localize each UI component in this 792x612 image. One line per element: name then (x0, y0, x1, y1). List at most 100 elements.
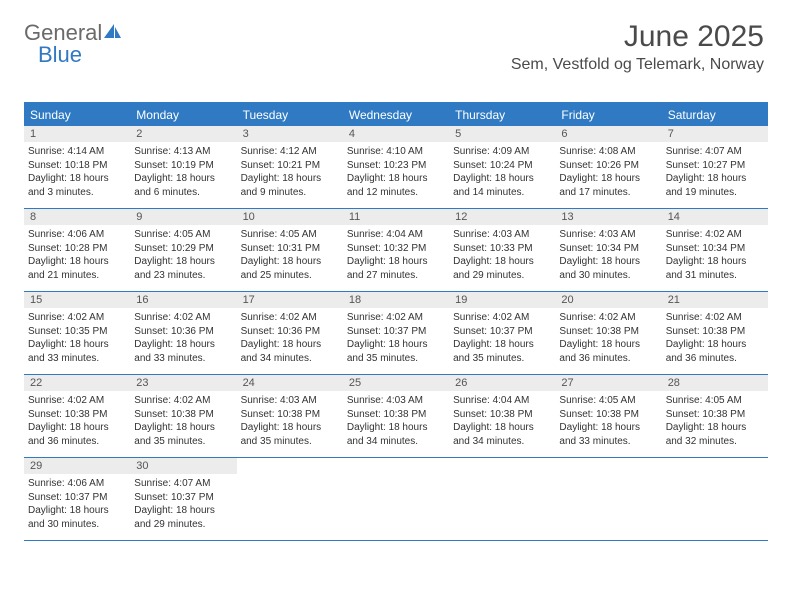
sunrise-text: Sunrise: 4:03 AM (347, 394, 445, 408)
day-body: Sunrise: 4:09 AMSunset: 10:24 PMDaylight… (449, 142, 555, 203)
day-number: 24 (237, 375, 343, 391)
day-body: Sunrise: 4:02 AMSunset: 10:37 PMDaylight… (449, 308, 555, 369)
sunrise-text: Sunrise: 4:02 AM (28, 311, 126, 325)
daylight-text: Daylight: 18 hours and 9 minutes. (241, 172, 339, 199)
day-body: Sunrise: 4:02 AMSunset: 10:38 PMDaylight… (662, 308, 768, 369)
daylight-text: Daylight: 18 hours and 30 minutes. (559, 255, 657, 282)
daylight-text: Daylight: 18 hours and 12 minutes. (347, 172, 445, 199)
sunset-text: Sunset: 10:38 PM (666, 408, 764, 422)
daylight-text: Daylight: 18 hours and 33 minutes. (559, 421, 657, 448)
day-body: Sunrise: 4:06 AMSunset: 10:28 PMDaylight… (24, 225, 130, 286)
sunset-text: Sunset: 10:38 PM (559, 325, 657, 339)
sunrise-text: Sunrise: 4:10 AM (347, 145, 445, 159)
sunset-text: Sunset: 10:33 PM (453, 242, 551, 256)
daylight-text: Daylight: 18 hours and 21 minutes. (28, 255, 126, 282)
daylight-text: Daylight: 18 hours and 19 minutes. (666, 172, 764, 199)
daylight-text: Daylight: 18 hours and 34 minutes. (347, 421, 445, 448)
day-body: Sunrise: 4:13 AMSunset: 10:19 PMDaylight… (130, 142, 236, 203)
day-number: 9 (130, 209, 236, 225)
sunset-text: Sunset: 10:18 PM (28, 159, 126, 173)
day-cell: 19Sunrise: 4:02 AMSunset: 10:37 PMDaylig… (449, 292, 555, 374)
day-body: Sunrise: 4:07 AMSunset: 10:27 PMDaylight… (662, 142, 768, 203)
day-cell: 28Sunrise: 4:05 AMSunset: 10:38 PMDaylig… (662, 375, 768, 457)
day-number: 28 (662, 375, 768, 391)
day-cell: 2Sunrise: 4:13 AMSunset: 10:19 PMDayligh… (130, 126, 236, 208)
sunrise-text: Sunrise: 4:07 AM (666, 145, 764, 159)
sunset-text: Sunset: 10:34 PM (666, 242, 764, 256)
day-number: 26 (449, 375, 555, 391)
day-number: 1 (24, 126, 130, 142)
daylight-text: Daylight: 18 hours and 36 minutes. (666, 338, 764, 365)
day-cell: 12Sunrise: 4:03 AMSunset: 10:33 PMDaylig… (449, 209, 555, 291)
sunrise-text: Sunrise: 4:02 AM (666, 228, 764, 242)
day-cell: 5Sunrise: 4:09 AMSunset: 10:24 PMDayligh… (449, 126, 555, 208)
day-body: Sunrise: 4:05 AMSunset: 10:31 PMDaylight… (237, 225, 343, 286)
sunrise-text: Sunrise: 4:02 AM (134, 394, 232, 408)
daylight-text: Daylight: 18 hours and 29 minutes. (453, 255, 551, 282)
daylight-text: Daylight: 18 hours and 33 minutes. (28, 338, 126, 365)
day-number: 13 (555, 209, 661, 225)
sunset-text: Sunset: 10:21 PM (241, 159, 339, 173)
weekday-header: Thursday (449, 104, 555, 126)
sunset-text: Sunset: 10:32 PM (347, 242, 445, 256)
day-body: Sunrise: 4:05 AMSunset: 10:29 PMDaylight… (130, 225, 236, 286)
daylight-text: Daylight: 18 hours and 35 minutes. (453, 338, 551, 365)
sunset-text: Sunset: 10:36 PM (241, 325, 339, 339)
sunrise-text: Sunrise: 4:02 AM (28, 394, 126, 408)
daylight-text: Daylight: 18 hours and 6 minutes. (134, 172, 232, 199)
day-number: 27 (555, 375, 661, 391)
sunset-text: Sunset: 10:26 PM (559, 159, 657, 173)
sunset-text: Sunset: 10:38 PM (453, 408, 551, 422)
day-number: 7 (662, 126, 768, 142)
day-body: Sunrise: 4:14 AMSunset: 10:18 PMDaylight… (24, 142, 130, 203)
sunrise-text: Sunrise: 4:05 AM (134, 228, 232, 242)
day-body: Sunrise: 4:05 AMSunset: 10:38 PMDaylight… (662, 391, 768, 452)
logo-text-blue: Blue (38, 42, 82, 68)
sunrise-text: Sunrise: 4:03 AM (559, 228, 657, 242)
location-subtitle: Sem, Vestfold og Telemark, Norway (511, 56, 764, 74)
sunset-text: Sunset: 10:31 PM (241, 242, 339, 256)
daylight-text: Daylight: 18 hours and 34 minutes. (241, 338, 339, 365)
day-number: 3 (237, 126, 343, 142)
day-body: Sunrise: 4:02 AMSunset: 10:34 PMDaylight… (662, 225, 768, 286)
sunset-text: Sunset: 10:38 PM (347, 408, 445, 422)
day-number: 14 (662, 209, 768, 225)
day-cell: 15Sunrise: 4:02 AMSunset: 10:35 PMDaylig… (24, 292, 130, 374)
sunrise-text: Sunrise: 4:04 AM (347, 228, 445, 242)
sunset-text: Sunset: 10:37 PM (134, 491, 232, 505)
day-number: 22 (24, 375, 130, 391)
sunrise-text: Sunrise: 4:08 AM (559, 145, 657, 159)
sunrise-text: Sunrise: 4:07 AM (134, 477, 232, 491)
day-cell: 23Sunrise: 4:02 AMSunset: 10:38 PMDaylig… (130, 375, 236, 457)
day-body: Sunrise: 4:04 AMSunset: 10:32 PMDaylight… (343, 225, 449, 286)
sunset-text: Sunset: 10:38 PM (559, 408, 657, 422)
day-number: 30 (130, 458, 236, 474)
day-body: Sunrise: 4:08 AMSunset: 10:26 PMDaylight… (555, 142, 661, 203)
day-cell: 25Sunrise: 4:03 AMSunset: 10:38 PMDaylig… (343, 375, 449, 457)
week-row: 1Sunrise: 4:14 AMSunset: 10:18 PMDayligh… (24, 126, 768, 209)
sunset-text: Sunset: 10:19 PM (134, 159, 232, 173)
day-number: 4 (343, 126, 449, 142)
sunset-text: Sunset: 10:28 PM (28, 242, 126, 256)
day-cell: 22Sunrise: 4:02 AMSunset: 10:38 PMDaylig… (24, 375, 130, 457)
day-cell: 21Sunrise: 4:02 AMSunset: 10:38 PMDaylig… (662, 292, 768, 374)
daylight-text: Daylight: 18 hours and 35 minutes. (241, 421, 339, 448)
day-cell: 3Sunrise: 4:12 AMSunset: 10:21 PMDayligh… (237, 126, 343, 208)
week-row: 8Sunrise: 4:06 AMSunset: 10:28 PMDayligh… (24, 209, 768, 292)
daylight-text: Daylight: 18 hours and 33 minutes. (134, 338, 232, 365)
empty-cell (555, 458, 661, 540)
day-cell: 20Sunrise: 4:02 AMSunset: 10:38 PMDaylig… (555, 292, 661, 374)
sunrise-text: Sunrise: 4:02 AM (347, 311, 445, 325)
day-cell: 1Sunrise: 4:14 AMSunset: 10:18 PMDayligh… (24, 126, 130, 208)
sunrise-text: Sunrise: 4:02 AM (453, 311, 551, 325)
day-cell: 24Sunrise: 4:03 AMSunset: 10:38 PMDaylig… (237, 375, 343, 457)
sunset-text: Sunset: 10:23 PM (347, 159, 445, 173)
daylight-text: Daylight: 18 hours and 34 minutes. (453, 421, 551, 448)
calendar-grid: Sunday Monday Tuesday Wednesday Thursday… (24, 102, 768, 541)
sunrise-text: Sunrise: 4:05 AM (666, 394, 764, 408)
sunrise-text: Sunrise: 4:04 AM (453, 394, 551, 408)
sunrise-text: Sunrise: 4:13 AM (134, 145, 232, 159)
day-number: 11 (343, 209, 449, 225)
day-body: Sunrise: 4:03 AMSunset: 10:38 PMDaylight… (237, 391, 343, 452)
sunset-text: Sunset: 10:38 PM (134, 408, 232, 422)
